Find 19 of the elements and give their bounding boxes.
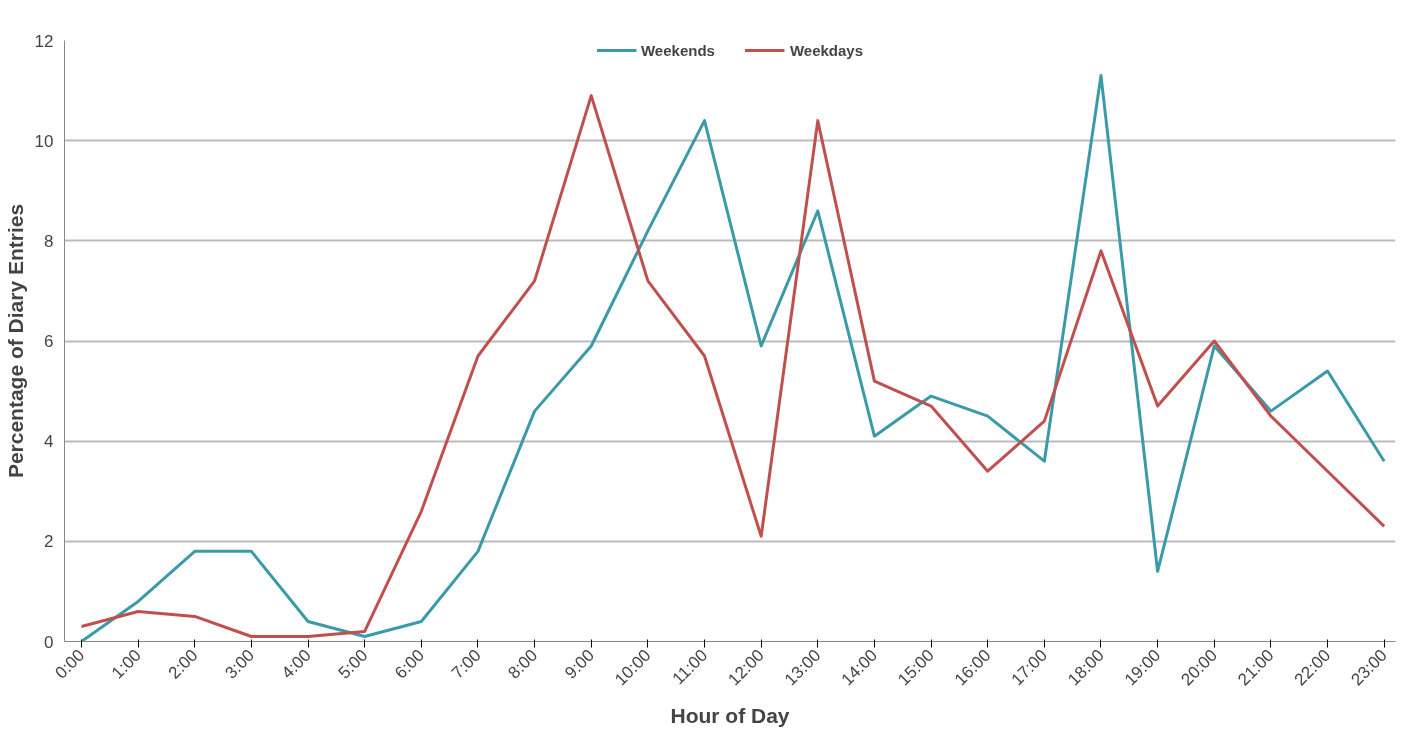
y-tick-label: 4 <box>44 432 54 452</box>
y-axis-title: Percentage of Diary Entries <box>3 203 27 479</box>
x-tick-label: 3:00 <box>221 645 259 683</box>
x-tick-label: 5:00 <box>334 645 372 683</box>
y-tick-label: 6 <box>44 332 54 351</box>
y-tick-label: 2 <box>44 532 54 552</box>
legend-label: Weekends <box>640 41 715 59</box>
x-tick-label: 6:00 <box>391 645 429 683</box>
x-axis-title: Hour of Day <box>670 704 790 728</box>
y-tick-label: 10 <box>34 131 54 151</box>
x-tick-label: 4:00 <box>277 645 315 683</box>
x-tick-label: 7:00 <box>447 645 485 683</box>
y-tick-label: 0 <box>44 632 54 652</box>
x-tick-label: 8:00 <box>504 645 542 683</box>
x-tick-label: 9:00 <box>561 645 598 683</box>
y-tick-label: 12 <box>34 31 54 51</box>
y-tick-label: 8 <box>44 231 54 251</box>
legend-label: Weekdays <box>789 41 864 59</box>
x-tick-label: 0:00 <box>51 645 89 683</box>
